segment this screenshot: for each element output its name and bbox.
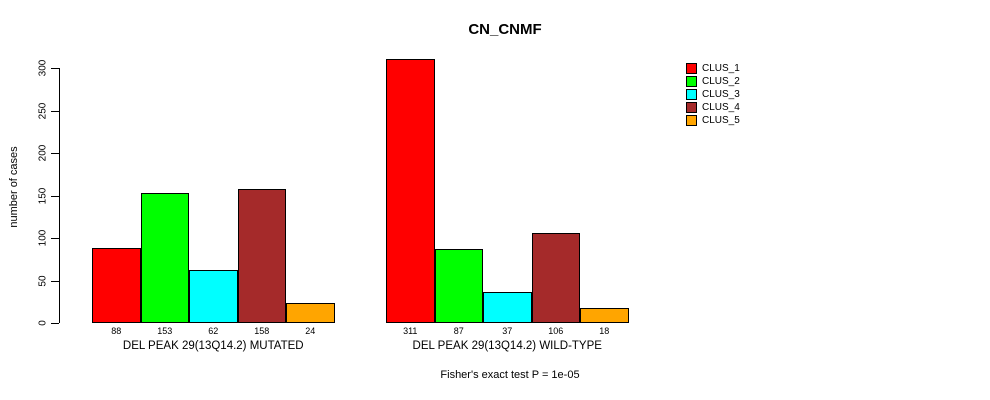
annotation-text: Fisher's exact test P = 1e-05 [440,369,580,381]
y-axis-tick [51,68,59,69]
group-label-2: DEL PEAK 29(13Q14.2) WILD-TYPE [412,340,602,352]
legend-swatch-icon [686,63,697,74]
bar-clus_4-group2 [531,232,580,323]
y-axis-tick [51,323,59,324]
legend-row-clus_1: CLUS_1 [686,62,740,75]
bar-value-label: 37 [502,326,513,336]
y-axis-tick [51,153,59,154]
bar-value-label: 62 [208,326,219,336]
y-axis-tick [51,280,59,282]
bar-clus_2-group2 [434,249,483,323]
legend-swatch-icon [686,76,697,87]
bar-clus_4-group1 [237,188,286,323]
bar-value-label: 106 [548,326,564,336]
legend-label: CLUS_1 [702,63,740,74]
legend-row-clus_5: CLUS_5 [686,114,740,127]
y-axis-tick-label-text: 250 [37,102,49,119]
bar-clus_5-group1 [286,302,335,323]
bar-clus_3-group2 [483,291,532,323]
y-axis-title-text: number of cases [8,146,20,228]
bar-clus_1-group2 [386,58,435,323]
legend-label: CLUS_4 [702,102,740,113]
bar-value-label: 311 [403,326,418,336]
y-axis-tick [51,195,59,197]
y-axis-tick-label-text: 100 [37,229,49,247]
legend-label: CLUS_2 [702,76,740,87]
y-axis-tick-label-text: 50 [37,274,49,287]
bar-value-label: 158 [254,326,270,336]
bar-value-label: 88 [111,326,122,336]
bar-value-label: 18 [599,326,610,336]
legend-label: CLUS_3 [702,89,740,100]
bar-value-label: 87 [453,326,464,336]
y-axis-tick-label-text: 200 [37,144,49,162]
legend: CLUS_1 CLUS_2 CLUS_3 CLUS_4 CLUS_5 [686,62,740,127]
legend-swatch-icon [686,89,697,100]
y-axis-tick [51,238,59,239]
bar-clus_5-group2 [580,307,629,323]
legend-row-clus_3: CLUS_3 [686,88,740,101]
y-axis-tick-label-text: 150 [37,187,49,204]
y-axis-tick-label-text: 0 [37,320,49,326]
bar-clus_3-group1 [189,270,238,323]
bar-clus_1-group1 [92,248,141,323]
y-axis-line [59,68,60,323]
legend-row-clus_4: CLUS_4 [686,101,740,114]
y-axis-tick-label-text: 300 [37,59,49,77]
bar-value-label: 24 [305,326,316,336]
legend-row-clus_2: CLUS_2 [686,75,740,88]
bar-value-label: 153 [157,326,173,336]
legend-label: CLUS_5 [702,115,740,126]
bar-clus_2-group1 [140,192,189,323]
group-label-1: DEL PEAK 29(13Q14.2) MUTATED [122,340,304,352]
legend-swatch-icon [686,102,697,113]
legend-swatch-icon [686,115,697,126]
chart-title: CN_CNMF [468,21,542,38]
y-axis-tick [51,110,59,112]
